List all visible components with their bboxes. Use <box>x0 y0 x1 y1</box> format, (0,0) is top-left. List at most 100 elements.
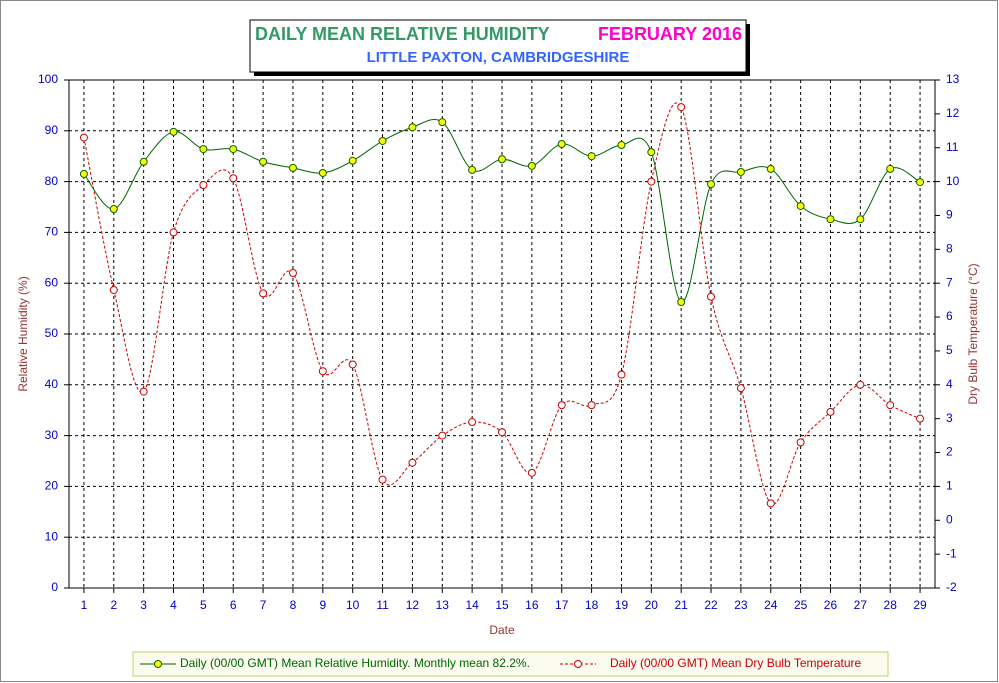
marker <box>438 118 447 127</box>
y2-tick-label: 8 <box>946 242 953 256</box>
x-tick-label: 18 <box>585 598 599 612</box>
marker <box>796 201 805 210</box>
marker <box>647 148 656 157</box>
marker <box>826 407 835 416</box>
y2-tick-label: 10 <box>946 174 960 188</box>
marker <box>916 178 925 187</box>
x-tick-label: 10 <box>346 598 360 612</box>
marker <box>796 438 805 447</box>
x-tick-label: 24 <box>764 598 778 612</box>
x-tick-label: 11 <box>376 598 389 612</box>
x-tick-label: 29 <box>913 598 927 612</box>
y-tick-label: 0 <box>51 580 58 594</box>
marker <box>408 123 417 132</box>
marker <box>438 431 447 440</box>
marker <box>318 168 327 177</box>
x-tick-label: 3 <box>140 598 147 612</box>
marker <box>557 140 566 149</box>
y2-tick-label: 3 <box>946 411 953 425</box>
marker <box>707 180 716 189</box>
y-tick-label: 30 <box>45 428 59 442</box>
marker <box>766 499 775 508</box>
marker <box>527 468 536 477</box>
y2-tick-label: 6 <box>946 309 953 323</box>
x-tick-label: 4 <box>170 598 177 612</box>
chart-title: DAILY MEAN RELATIVE HUMIDITY <box>255 24 550 44</box>
marker <box>647 177 656 186</box>
x-tick-label: 23 <box>734 598 748 612</box>
marker <box>408 458 417 467</box>
y2-tick-label: 0 <box>946 512 953 526</box>
x-tick-label: 6 <box>230 598 237 612</box>
y-tick-label: 60 <box>45 275 59 289</box>
y2-tick-label: 7 <box>946 275 953 289</box>
y2-tick-label: -2 <box>946 580 957 594</box>
x-tick-label: 14 <box>465 598 479 612</box>
marker <box>527 161 536 170</box>
y2-axis-label: Dry Bulb Temperature (°C) <box>966 263 980 404</box>
y2-tick-label: 1 <box>946 479 953 493</box>
y-tick-label: 10 <box>45 529 59 543</box>
x-tick-label: 22 <box>704 598 718 612</box>
chart-title-period: FEBRUARY 2016 <box>598 24 742 44</box>
marker <box>886 401 895 410</box>
plot-border <box>68 79 936 589</box>
x-tick-label: 17 <box>555 598 569 612</box>
marker <box>766 164 775 173</box>
marker <box>259 289 268 298</box>
y-tick-label: 90 <box>45 123 59 137</box>
marker <box>109 205 118 214</box>
marker <box>259 157 268 166</box>
marker <box>468 418 477 427</box>
marker <box>826 215 835 224</box>
marker <box>139 157 148 166</box>
x-tick-label: 26 <box>824 598 838 612</box>
marker <box>348 360 357 369</box>
x-tick-label: 1 <box>81 598 88 612</box>
marker <box>856 215 865 224</box>
y-tick-label: 50 <box>45 326 59 340</box>
marker <box>677 103 686 112</box>
marker <box>79 169 88 178</box>
marker <box>109 285 118 294</box>
marker <box>677 297 686 306</box>
marker <box>707 292 716 301</box>
x-tick-label: 25 <box>794 598 808 612</box>
legend-marker <box>154 660 162 668</box>
y2-tick-label: 13 <box>946 72 960 86</box>
y2-tick-label: 11 <box>946 140 959 154</box>
title-box <box>249 19 747 73</box>
marker <box>229 174 238 183</box>
y2-tick-label: 12 <box>946 106 960 120</box>
y-tick-label: 100 <box>38 72 58 86</box>
x-tick-label: 19 <box>615 598 629 612</box>
x-axis-label: Date <box>489 623 515 637</box>
marker <box>736 167 745 176</box>
marker <box>468 165 477 174</box>
y-tick-label: 80 <box>45 174 59 188</box>
marker <box>318 367 327 376</box>
x-tick-label: 16 <box>525 598 539 612</box>
marker <box>139 387 148 396</box>
y-tick-label: 40 <box>45 377 59 391</box>
y-axis-label: Relative Humidity (%) <box>16 276 30 391</box>
marker <box>617 370 626 379</box>
x-tick-label: 5 <box>200 598 207 612</box>
marker <box>288 269 297 278</box>
marker <box>378 475 387 484</box>
marker <box>169 127 178 136</box>
marker <box>199 180 208 189</box>
x-tick-label: 9 <box>319 598 326 612</box>
marker <box>79 133 88 142</box>
marker <box>348 156 357 165</box>
marker <box>169 228 178 237</box>
x-tick-label: 27 <box>854 598 868 612</box>
marker <box>736 384 745 393</box>
y-tick-label: 70 <box>45 225 59 239</box>
marker <box>886 164 895 173</box>
x-tick-label: 8 <box>290 598 297 612</box>
chart-subtitle: LITTLE PAXTON, CAMBRIDGESHIRE <box>367 49 630 66</box>
marker <box>378 136 387 145</box>
marker <box>916 414 925 423</box>
x-tick-label: 13 <box>436 598 450 612</box>
